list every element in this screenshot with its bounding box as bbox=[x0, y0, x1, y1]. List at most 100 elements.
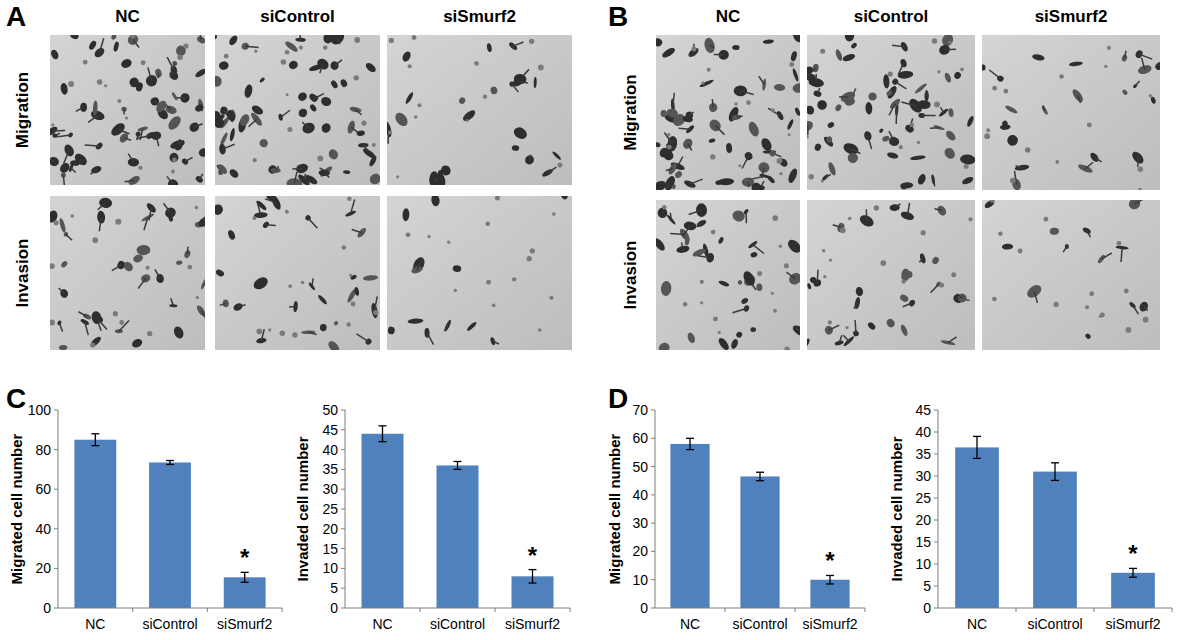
cell-process bbox=[324, 173, 329, 178]
column-label: NC bbox=[716, 7, 741, 26]
cell-process bbox=[123, 109, 125, 114]
cell-blob bbox=[197, 215, 205, 228]
cell-process bbox=[137, 134, 138, 140]
pore bbox=[172, 158, 177, 163]
cell-process bbox=[903, 303, 912, 307]
cell-blob bbox=[684, 236, 690, 246]
cell-process bbox=[493, 341, 499, 344]
micrograph-cells bbox=[982, 46, 1160, 190]
cell-process bbox=[737, 116, 743, 117]
cell-process bbox=[697, 223, 702, 226]
cell-blob bbox=[90, 165, 102, 175]
cell-blob bbox=[787, 167, 799, 184]
cell-blob bbox=[50, 155, 60, 168]
cell-blob bbox=[145, 202, 157, 215]
cell-process bbox=[149, 208, 151, 220]
pore bbox=[113, 311, 118, 316]
error-bar bbox=[166, 460, 174, 464]
cell-process bbox=[892, 45, 904, 46]
error-bar bbox=[1051, 463, 1059, 481]
bar bbox=[437, 465, 479, 608]
cell-process bbox=[167, 176, 173, 184]
micrograph bbox=[980, 35, 1165, 191]
pore bbox=[68, 81, 74, 87]
cell-blob bbox=[89, 335, 102, 348]
x-tick-label: siControl bbox=[430, 616, 485, 632]
cell-blob bbox=[966, 115, 975, 128]
cell-blob bbox=[511, 145, 519, 152]
cell-blob bbox=[732, 45, 739, 50]
cell-process bbox=[74, 35, 77, 36]
y-tick bbox=[934, 520, 938, 521]
y-tick bbox=[934, 498, 938, 499]
micrograph bbox=[801, 30, 976, 190]
pore bbox=[734, 102, 737, 105]
cell-blob bbox=[70, 160, 80, 166]
cell-blob bbox=[486, 43, 492, 53]
cell-process bbox=[351, 200, 355, 214]
pore bbox=[389, 38, 394, 43]
cell-process bbox=[698, 256, 710, 258]
y-tick-label: 0 bbox=[923, 600, 931, 616]
cell-process bbox=[1063, 246, 1067, 252]
cell-blob bbox=[897, 70, 913, 79]
bar-chart: 05101520253035404550NCsiControlsiSmurf2I… bbox=[294, 402, 570, 632]
cell-process bbox=[124, 138, 131, 140]
cell-process bbox=[463, 116, 469, 118]
cell-blob bbox=[657, 207, 668, 218]
cell-process bbox=[258, 203, 261, 215]
micrograph-cells bbox=[215, 196, 379, 350]
cell-process bbox=[895, 109, 897, 124]
pore bbox=[901, 279, 905, 283]
bar bbox=[810, 580, 849, 608]
pore bbox=[552, 212, 556, 216]
pore bbox=[788, 133, 791, 136]
cell-blob bbox=[1032, 53, 1045, 61]
cell-process bbox=[1043, 105, 1045, 110]
cell-process bbox=[88, 115, 98, 122]
pore bbox=[187, 265, 192, 270]
cell-process bbox=[1142, 58, 1145, 70]
micrograph bbox=[804, 200, 975, 350]
pore bbox=[808, 174, 814, 180]
cell-blob bbox=[110, 35, 117, 41]
cell-process bbox=[854, 320, 856, 333]
cell-blob bbox=[740, 297, 749, 305]
pore bbox=[285, 50, 290, 55]
cell-blob bbox=[737, 279, 743, 285]
cell-blob bbox=[1077, 163, 1094, 174]
y-tick-label: 30 bbox=[322, 481, 338, 497]
column-label: siSmurf2 bbox=[443, 7, 516, 26]
cell-process bbox=[119, 321, 129, 332]
pore bbox=[1138, 188, 1142, 190]
pore bbox=[1117, 241, 1122, 246]
cell-blob bbox=[948, 108, 954, 117]
cell-blob bbox=[792, 82, 800, 93]
cell-blob bbox=[225, 109, 237, 123]
cell-blob bbox=[867, 321, 877, 331]
error-cap bbox=[379, 425, 387, 426]
error-bar bbox=[379, 426, 387, 442]
bar-chart: 020406080100NCsiControlsiSmurf2Migrated … bbox=[8, 402, 282, 632]
pore bbox=[466, 119, 469, 122]
x-tick-label: siSmurf2 bbox=[802, 616, 857, 632]
x-tick bbox=[725, 608, 726, 612]
cell-blob bbox=[229, 128, 236, 142]
cell-process bbox=[1087, 231, 1091, 237]
cell-blob bbox=[734, 85, 748, 96]
cell-process bbox=[1135, 200, 1144, 204]
micrograph-cells bbox=[807, 35, 975, 190]
pore bbox=[301, 281, 305, 285]
y-tick-label: 100 bbox=[28, 402, 52, 418]
x-tick bbox=[495, 608, 496, 612]
cell-blob bbox=[319, 165, 334, 178]
cell-blob bbox=[301, 121, 316, 135]
cell-process bbox=[670, 233, 684, 234]
x-tick-label: siSmurf2 bbox=[505, 616, 560, 632]
cell-process bbox=[63, 175, 64, 185]
bar bbox=[362, 434, 404, 608]
cell-process bbox=[1159, 59, 1160, 66]
cell-process bbox=[128, 154, 133, 163]
pore bbox=[396, 175, 399, 178]
panel-letter: A bbox=[6, 1, 26, 32]
